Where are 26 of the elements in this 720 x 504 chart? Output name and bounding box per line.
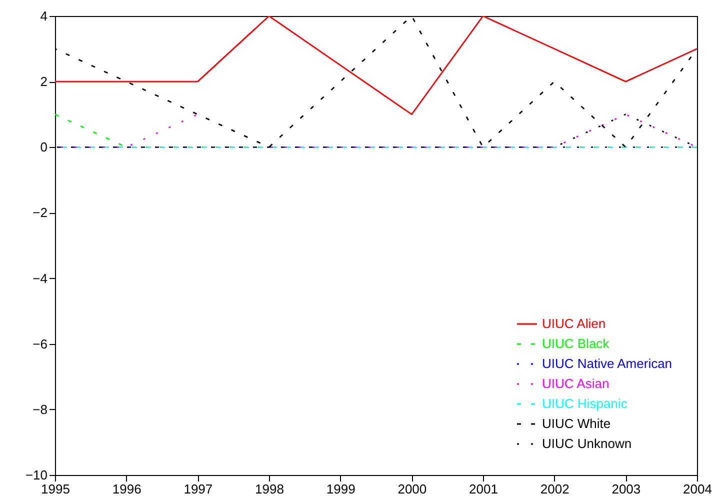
x-tick-label: 2000 (398, 482, 427, 496)
legend-label: UIUC Unknown (542, 436, 632, 451)
y-tick-label: −8 (32, 402, 48, 417)
y-tick-label: −10 (25, 468, 48, 482)
legend-label: UIUC Alien (542, 316, 606, 331)
legend-label: UIUC Black (542, 336, 610, 351)
x-tick-label: 1995 (41, 482, 70, 496)
x-tick-label: 1998 (255, 482, 284, 496)
line-series (55, 16, 697, 116)
y-tick-label: −4 (32, 270, 48, 286)
x-tick-label: 1997 (184, 482, 213, 496)
x-tick-label: 1999 (326, 482, 356, 496)
legend-label: UIUC Asian (542, 376, 610, 391)
y-tick-label: −6 (32, 336, 48, 352)
y-tick-label: 4 (40, 8, 48, 24)
y-tick-label: −2 (32, 205, 48, 220)
y-tick-label: 2 (40, 74, 48, 90)
y-tick-label: 0 (40, 140, 48, 155)
legend-label: UIUC Hispanic (542, 396, 628, 411)
x-tick-label: 2002 (540, 482, 570, 496)
x-tick-label: 2001 (469, 482, 498, 496)
legend-label: UIUC Native American (542, 356, 672, 371)
x-tick-label: 1996 (112, 482, 142, 496)
x-tick-label: 2004 (683, 482, 712, 496)
legend-label: UIUC White (542, 416, 611, 431)
x-tick-label: 2003 (612, 482, 641, 496)
